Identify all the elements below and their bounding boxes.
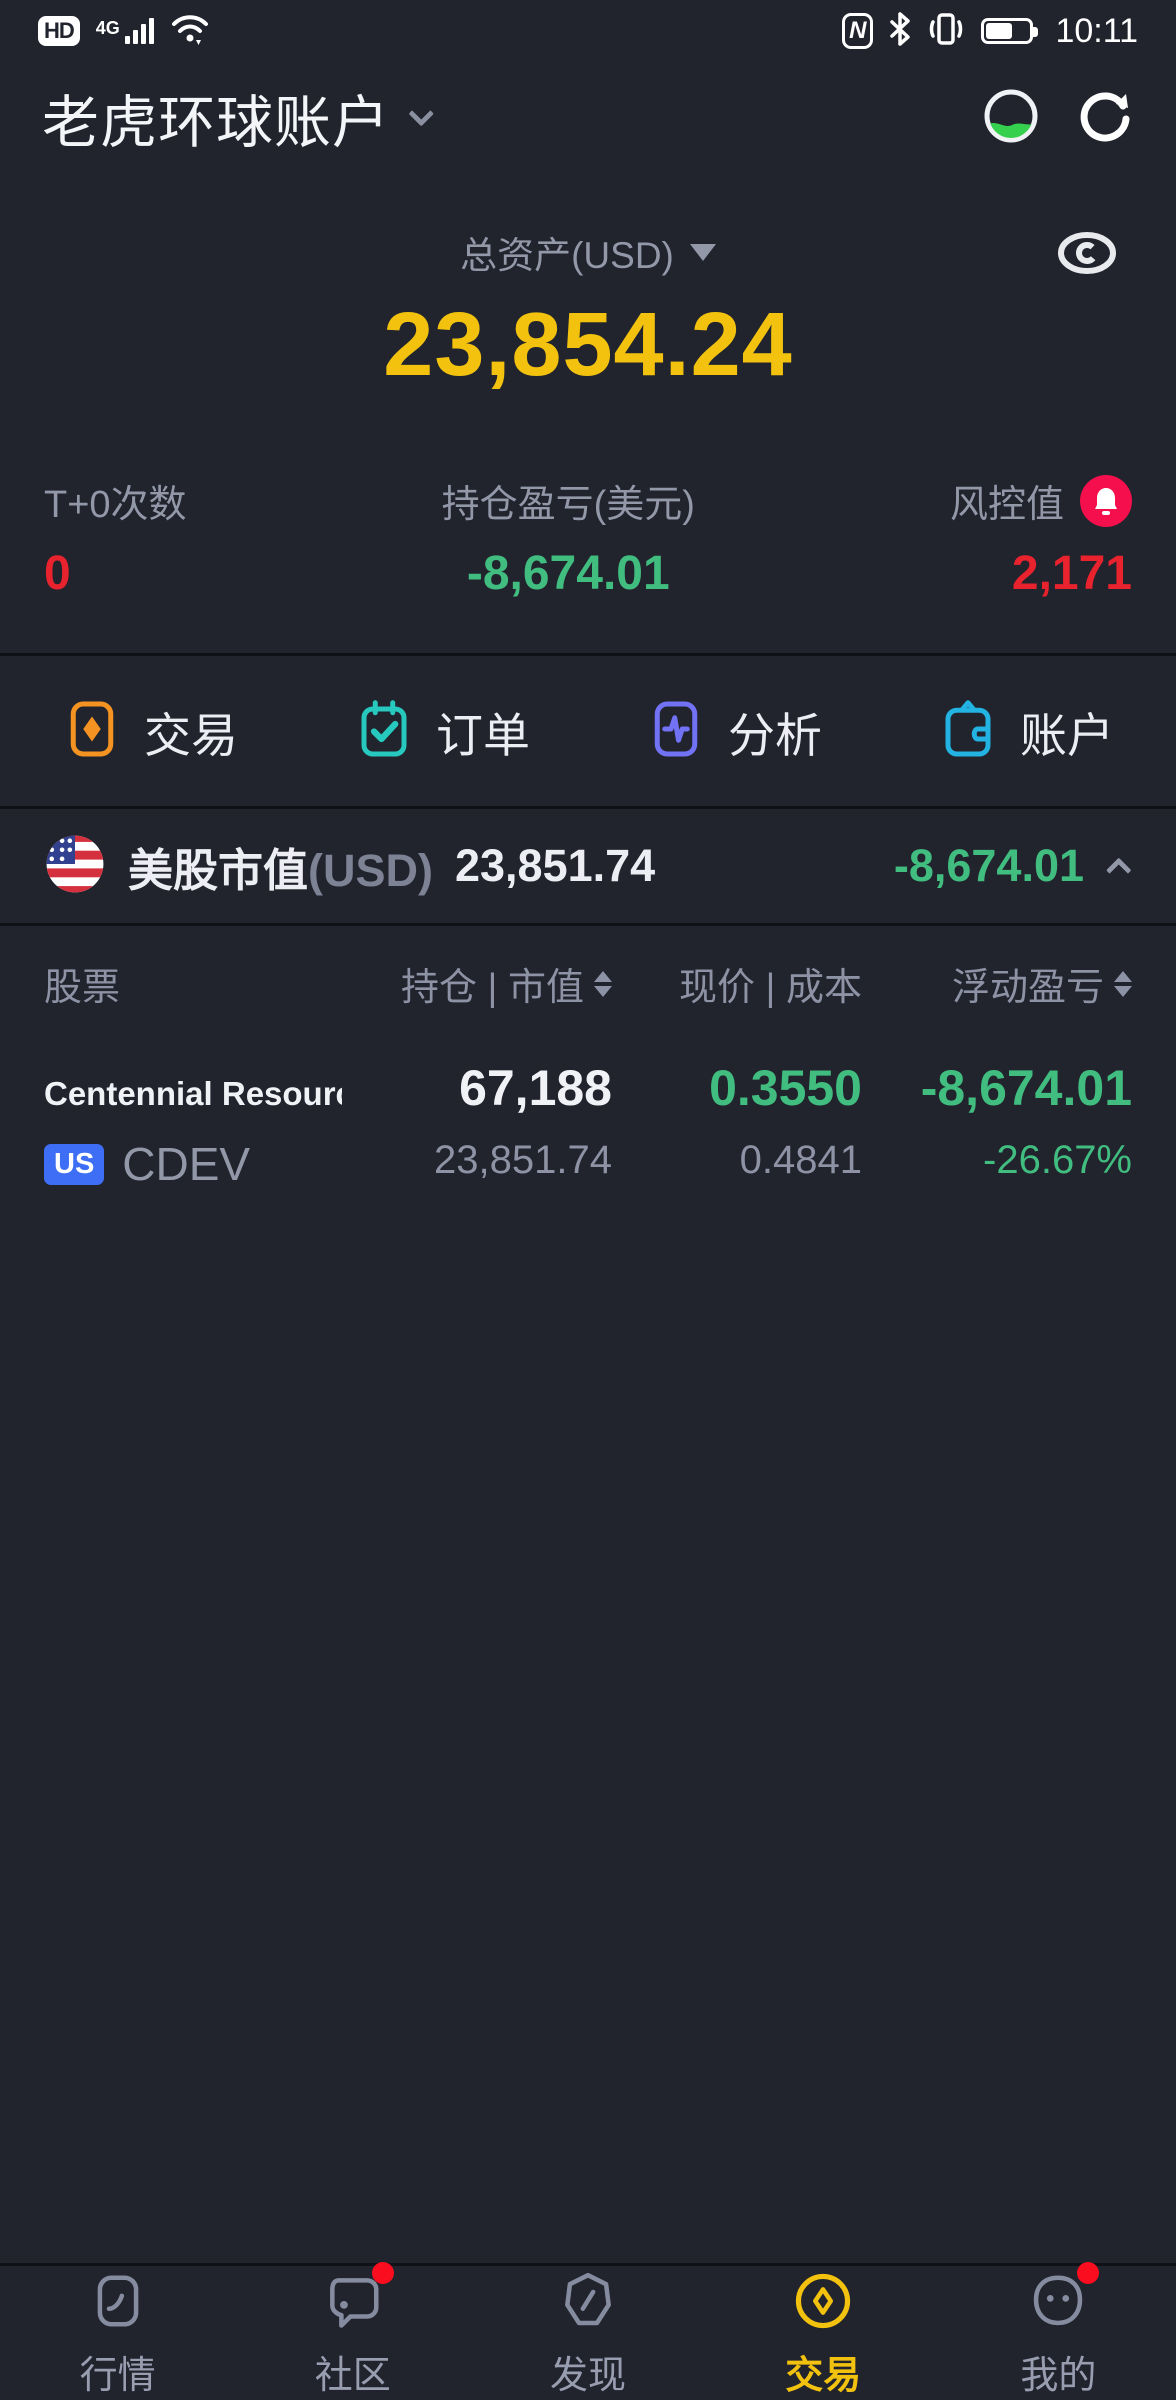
stock-symbol: CDEV	[122, 1138, 251, 1190]
triangle-down-icon	[689, 243, 716, 261]
stock-name: Centennial Resource Deve...	[44, 1075, 342, 1112]
header-position-value[interactable]: 持仓 | 市值	[342, 956, 612, 1011]
quick-actions: 交易 订单 分析	[0, 656, 1176, 806]
quick-action-analysis[interactable]: 分析	[646, 697, 822, 766]
us-market-section-header[interactable]: 美股市值(USD) 23,851.74 -8,674.01	[0, 809, 1176, 923]
nav-label-trade: 交易	[785, 2354, 862, 2397]
assets-label-row: 总资产(USD)	[0, 226, 1176, 278]
quick-action-account[interactable]: 账户	[938, 697, 1114, 766]
profile-icon	[1025, 2261, 1100, 2334]
position-shares: 67,188	[459, 1060, 612, 1116]
stat-risk: 风控值 2,171	[950, 473, 1132, 601]
hd-icon: HD	[38, 16, 80, 46]
float-pnl-value: -8,674.01	[920, 1060, 1132, 1116]
quick-action-orders-label: 订单	[436, 708, 530, 762]
refresh-icon[interactable]	[1078, 88, 1134, 149]
orders-icon	[354, 699, 414, 764]
nav-item-community[interactable]: 社区	[235, 2261, 470, 2399]
app-header: 老虎环球账户	[0, 62, 1176, 174]
trade-active-icon	[790, 2268, 856, 2334]
bluetooth-icon	[889, 11, 911, 51]
header-float-pnl[interactable]: 浮动盈亏	[862, 956, 1132, 1011]
sort-icon	[594, 970, 612, 997]
account-picker[interactable]: 老虎环球账户	[42, 77, 434, 159]
quick-action-account-label: 账户	[1020, 708, 1114, 762]
cost-basis: 0.4841	[739, 1137, 862, 1182]
notification-dot	[1077, 2261, 1100, 2284]
stat-t0-value: 0	[44, 547, 71, 600]
market-title: 美股市值	[128, 844, 309, 896]
nav-item-profile[interactable]: 我的	[941, 2261, 1176, 2399]
account-title: 老虎环球账户	[42, 91, 390, 155]
float-pnl-percent: -26.67%	[983, 1137, 1132, 1182]
header-price-cost: 现价 | 成本	[679, 967, 862, 1009]
header-actions	[982, 87, 1134, 150]
notification-dot	[371, 2261, 394, 2284]
sort-icon	[1114, 970, 1132, 997]
stat-t0-label: T+0次数	[44, 484, 187, 526]
trade-icon	[62, 699, 122, 764]
nav-item-discover[interactable]: 发现	[470, 2268, 705, 2399]
divider	[0, 653, 1176, 656]
wifi-icon	[170, 12, 210, 51]
assets-label: 总资产(USD)	[460, 235, 674, 276]
table-row[interactable]: Centennial Resource Deve... 67,188 0.355…	[44, 1059, 1132, 1191]
status-right: N 10:11	[842, 12, 1138, 51]
bottom-nav: 行情 社区 发现	[0, 2261, 1176, 2400]
nav-label-discover: 发现	[550, 2354, 627, 2397]
positions-table: 股票 持仓 | 市值 现价 | 成本 浮动盈亏 Centennial Resou…	[0, 926, 1176, 1191]
region-badge: US	[44, 1143, 105, 1185]
market-pnl: -8,674.01	[893, 840, 1084, 891]
eye-icon[interactable]	[1054, 228, 1120, 283]
status-bar: HD 4G N	[0, 0, 1176, 62]
nav-label-profile: 我的	[1020, 2354, 1097, 2397]
nav-item-quotes[interactable]: 行情	[0, 2268, 235, 2399]
stat-risk-value: 2,171	[1011, 547, 1132, 600]
stat-risk-label: 风控值	[949, 484, 1064, 526]
nfc-icon: N	[842, 13, 874, 49]
stat-pnl-label: 持仓盈亏(美元)	[441, 484, 695, 526]
discover-icon	[555, 2268, 621, 2334]
divider	[0, 923, 1176, 926]
market-value: 23,851.74	[455, 840, 656, 891]
quick-action-analysis-label: 分析	[728, 708, 822, 762]
empty-area	[0, 1191, 1176, 2263]
nav-label-quotes: 行情	[79, 2354, 156, 2397]
market-currency: (USD)	[308, 844, 433, 896]
header-stock: 股票	[44, 967, 121, 1009]
assets-currency-selector[interactable]: 总资产(USD)	[460, 225, 716, 279]
position-market-value: 23,851.74	[434, 1137, 612, 1182]
quick-action-orders[interactable]: 订单	[354, 697, 530, 766]
stats-row: T+0次数 0 持仓盈亏(美元) -8,674.01 风控值 2,171	[0, 473, 1176, 653]
account-wallet-icon	[938, 699, 998, 764]
risk-alert-bell-icon[interactable]	[1080, 474, 1132, 527]
battery-icon	[981, 18, 1039, 44]
signal-strength-icon: 4G	[96, 18, 154, 44]
stat-pnl-value: -8,674.01	[466, 547, 670, 600]
us-flag-icon	[44, 833, 106, 900]
quick-action-trade[interactable]: 交易	[62, 697, 238, 766]
funding-gauge-icon[interactable]	[982, 87, 1040, 150]
quick-action-trade-label: 交易	[144, 708, 238, 762]
current-price: 0.3550	[709, 1060, 862, 1116]
chevron-down-icon	[408, 101, 434, 127]
stat-position-pnl: 持仓盈亏(美元) -8,674.01	[442, 473, 695, 601]
stat-t0: T+0次数 0	[44, 473, 187, 601]
community-icon	[320, 2261, 394, 2334]
vibrate-icon	[927, 12, 965, 51]
total-assets-value: 23,854.24	[383, 295, 793, 395]
table-header: 股票 持仓 | 市值 现价 | 成本 浮动盈亏	[44, 926, 1132, 1011]
nav-label-community: 社区	[314, 2354, 391, 2397]
divider	[0, 806, 1176, 809]
status-left: HD 4G	[38, 12, 210, 51]
chevron-up-icon[interactable]	[1106, 857, 1132, 883]
nav-item-trade[interactable]: 交易	[706, 2268, 941, 2399]
divider	[0, 2263, 1176, 2266]
analysis-icon	[646, 699, 706, 764]
quotes-icon	[85, 2268, 151, 2334]
clock: 10:11	[1055, 11, 1138, 50]
